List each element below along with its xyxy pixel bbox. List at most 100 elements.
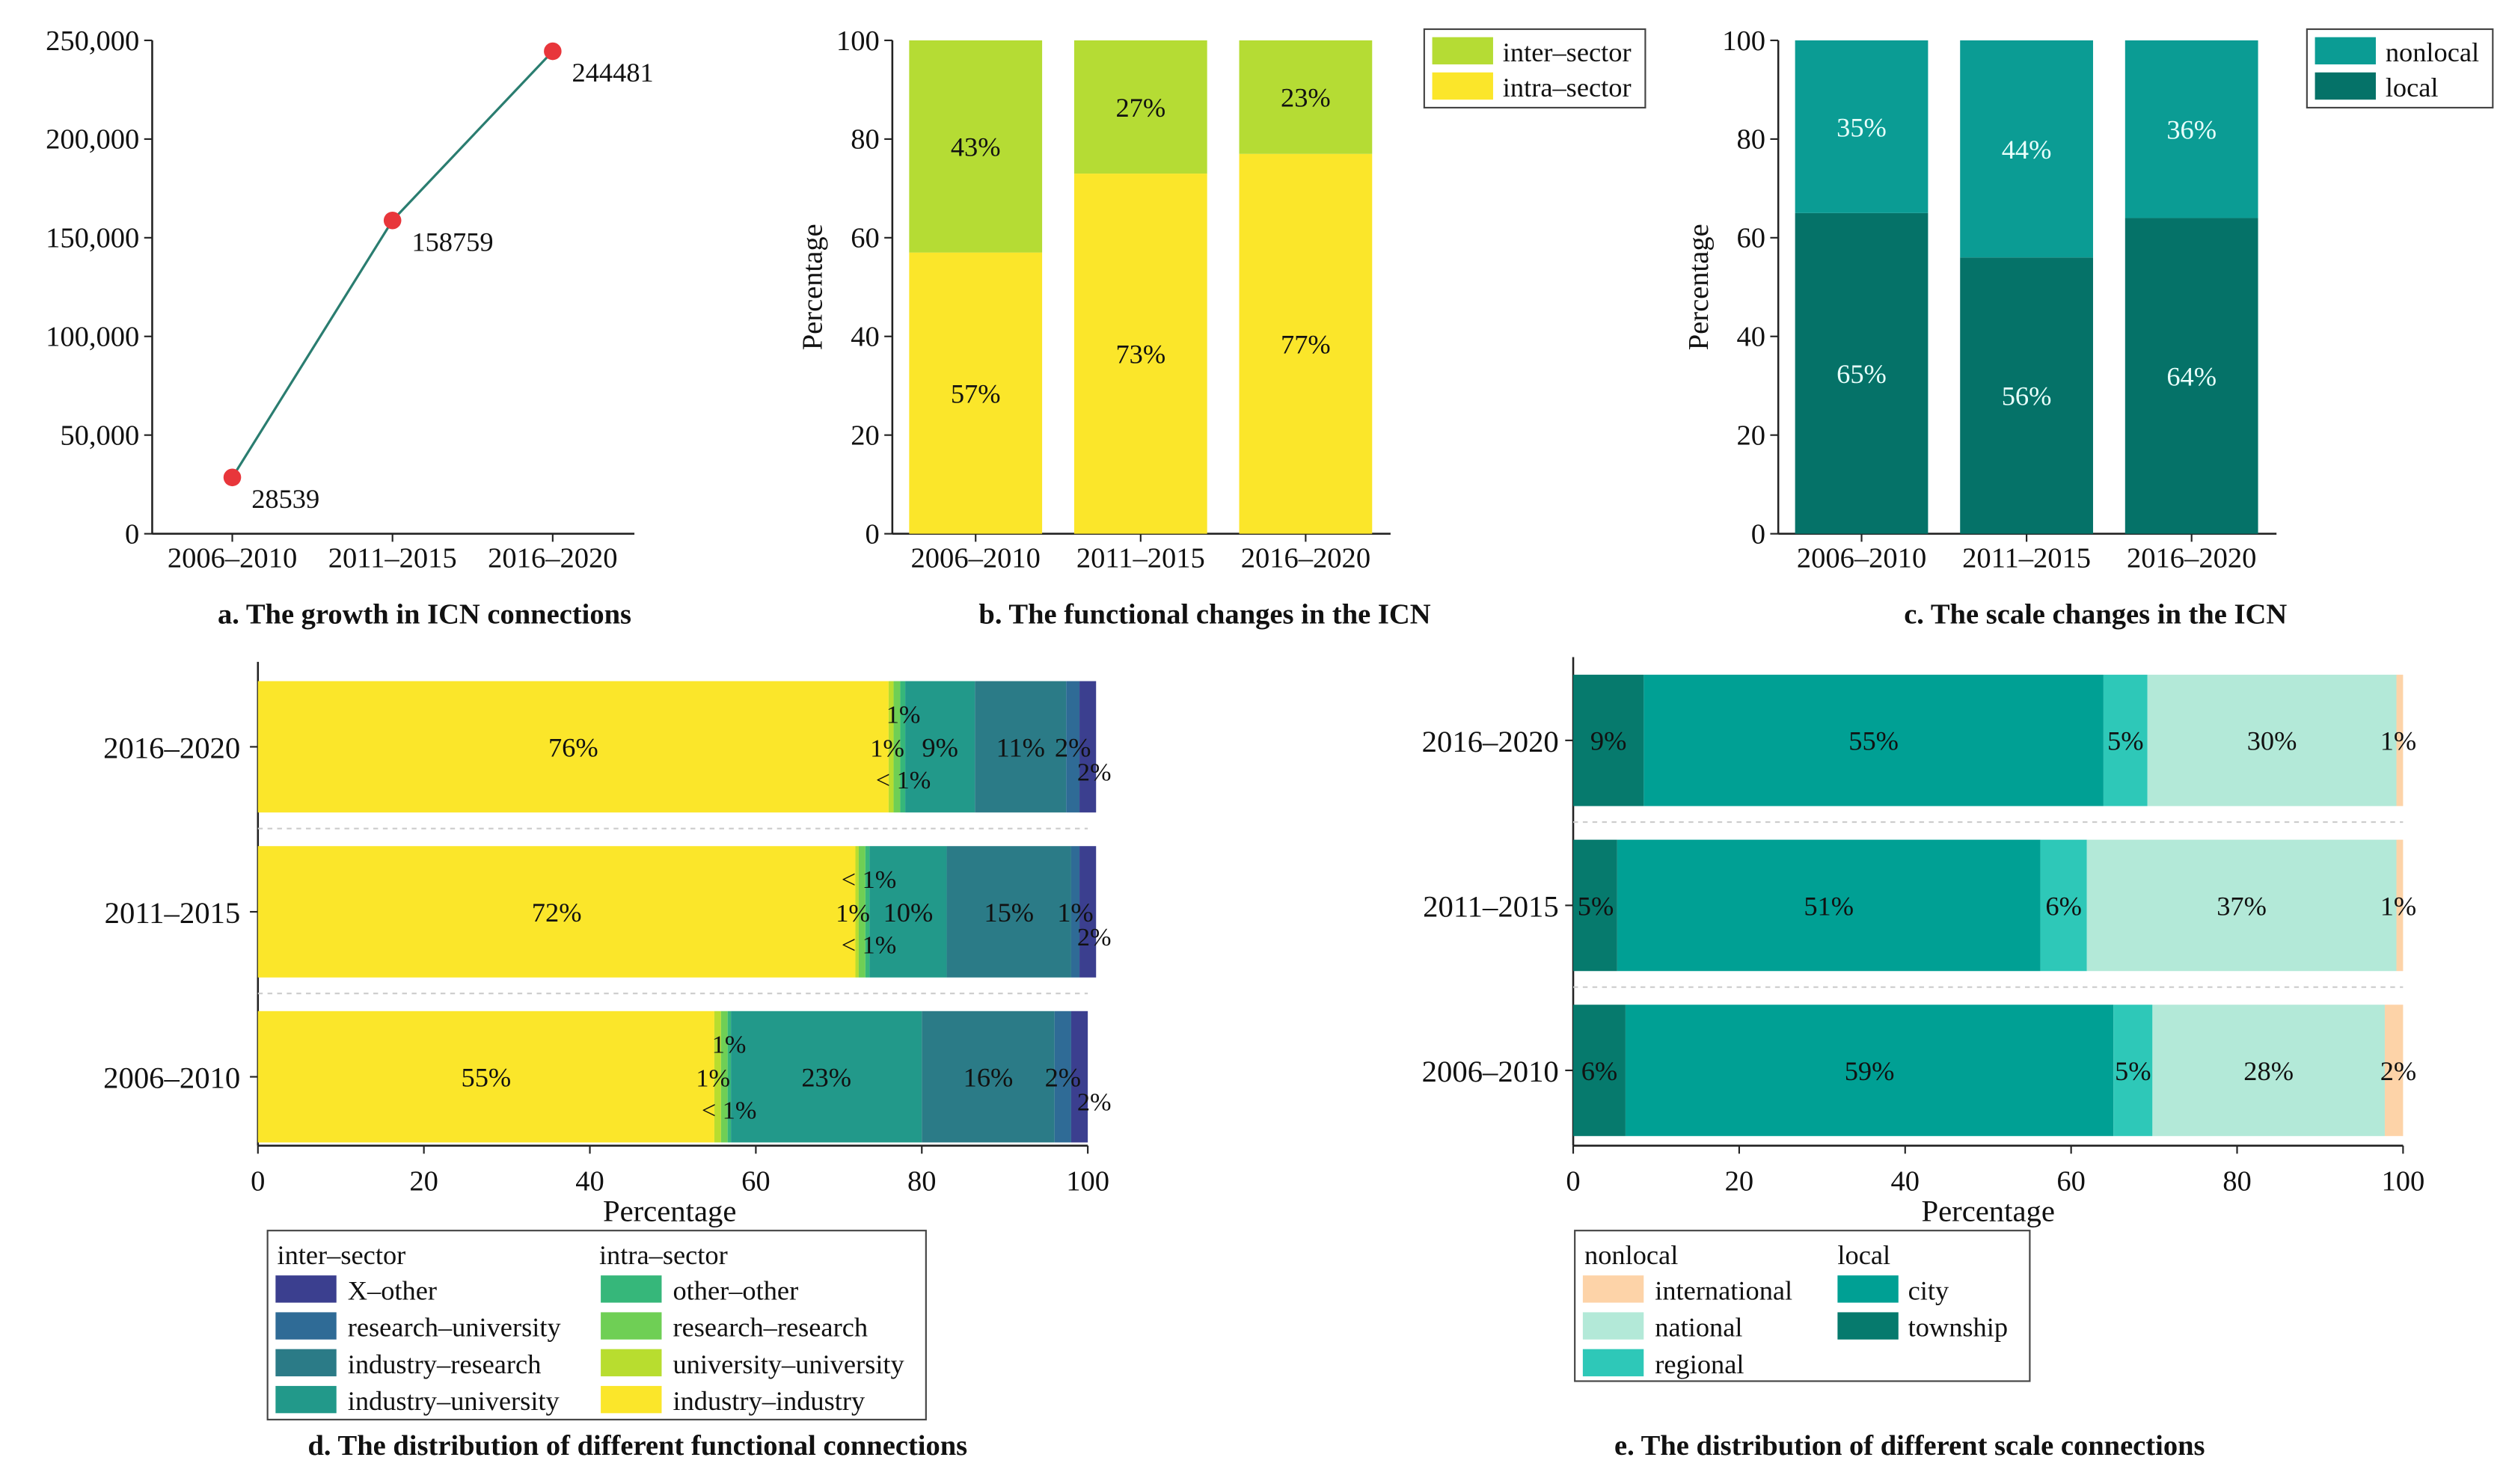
legend-label: research–research <box>673 1313 868 1343</box>
bar-label: 16% <box>964 1062 1014 1092</box>
bar-label: 6% <box>1581 1056 1618 1086</box>
bar-segment <box>1625 1005 2114 1136</box>
bar-label: 73% <box>1115 340 1165 370</box>
legend-swatch <box>1582 1349 1644 1377</box>
panel-b-plot: 0 20 40 60 80 100 Percentage 2006–2010 57% 43% 201… <box>797 25 1646 574</box>
panel-c-title: c. The scale changes in the ICN <box>1904 599 2287 631</box>
legend-box <box>266 1230 927 1420</box>
legend-swatch <box>601 1312 662 1340</box>
legend-group-title: intra–sector <box>599 1240 728 1270</box>
bar-segment <box>2040 839 2087 972</box>
y-tick-label: 80 <box>1736 124 1765 156</box>
panel-c: 0 20 40 60 80 100 Percentage 2006–2010 65% 35% 201… <box>1683 25 2494 631</box>
bar-segment <box>2125 40 2258 218</box>
bar-segment <box>2113 1005 2153 1136</box>
bar-label: 55% <box>1848 726 1899 756</box>
panel-a: 0 50,000 100,000 150,000 200,000 250,000 2006–… <box>46 25 654 631</box>
bar-segment <box>1795 212 1929 534</box>
panel-a-plot: 0 50,000 100,000 150,000 200,000 250,000 2006–… <box>46 25 654 574</box>
bar-label: 2% <box>1055 732 1091 762</box>
legend-swatch <box>1432 72 1493 100</box>
bar-segment <box>2384 1005 2404 1136</box>
bar-segment <box>1079 846 1097 978</box>
bar-segment <box>2396 839 2404 972</box>
x-tick-label: 2006–2010 <box>1797 543 1926 574</box>
x-tick-label: 2006–2010 <box>168 543 297 574</box>
bar-segment <box>714 1011 721 1143</box>
y-tick-label: 100 <box>836 25 880 57</box>
y-tick-label: 250,000 <box>46 25 139 57</box>
x-tick-label: 100 <box>1066 1166 1109 1198</box>
legend-label: local <box>2386 73 2439 102</box>
x-tick-label: 2016–2020 <box>2127 543 2256 574</box>
x-tick-label: 80 <box>2222 1166 2252 1198</box>
legend-swatch <box>1837 1312 1899 1340</box>
bar-label: 9% <box>922 732 958 762</box>
data-label: 28539 <box>251 484 319 514</box>
legend-label: nonlocal <box>2386 37 2479 67</box>
bar-label: 57% <box>951 378 1001 408</box>
y-tick-label: 100,000 <box>46 322 139 353</box>
bar-segment <box>858 846 866 978</box>
x-tick-label: 80 <box>907 1166 937 1198</box>
bar-label: 77% <box>1281 329 1331 359</box>
x-axis-title: Percentage <box>603 1194 736 1227</box>
x-tick-label: 20 <box>409 1166 438 1198</box>
x-tick-label: 0 <box>251 1166 265 1198</box>
bar-segment <box>909 40 1043 253</box>
bar-label: 2% <box>1045 1062 1082 1092</box>
bar-segment <box>1795 40 1929 213</box>
legend-label: inter–sector <box>1503 37 1632 67</box>
bar-label: 76% <box>548 732 598 762</box>
panel-c-plot: 0 20 40 60 80 100 Percentage 2006–2010 65% 35% 201… <box>1683 25 2494 574</box>
legend-swatch <box>275 1385 337 1414</box>
bar-label: 1% <box>712 1030 747 1058</box>
legend-label: international <box>1655 1275 1792 1305</box>
bar-label: 2% <box>1077 1088 1112 1117</box>
legend-swatch <box>275 1275 337 1303</box>
bar-segment <box>1073 174 1207 534</box>
bar-label: 15% <box>984 898 1034 927</box>
bar-label: 44% <box>2002 135 2052 165</box>
bar-label: 5% <box>1578 891 1614 921</box>
panel-e-plot: 0 20 40 60 80 100 Percentage 2016–2020 9% 55% 5% 30… <box>1422 657 2424 1382</box>
bar-label: 59% <box>1845 1056 1895 1086</box>
x-axis-title: Percentage <box>1921 1194 2054 1227</box>
y-tick-label: 20 <box>1736 420 1765 452</box>
legend-label: X–other <box>348 1275 437 1305</box>
panel-e-title: e. The distribution of different scale c… <box>1614 1430 2205 1462</box>
bar-segment <box>1573 839 1617 972</box>
bar-segment <box>2147 675 2397 806</box>
data-label: 158759 <box>411 227 493 257</box>
bar-label: 2% <box>1077 758 1112 786</box>
legend-swatch <box>1432 37 1493 65</box>
bar-label: 56% <box>2002 381 2052 411</box>
bar-segment <box>2103 675 2148 806</box>
bar-segment <box>257 1011 714 1143</box>
bar-label: < 1% <box>876 766 931 794</box>
bar-segment <box>1960 40 2093 258</box>
bar-label: 5% <box>2107 726 2144 756</box>
bar-segment <box>731 1011 922 1143</box>
bar-segment <box>1643 675 2104 806</box>
bar-segment <box>1070 1011 1088 1143</box>
bar-label: 28% <box>2243 1056 2294 1086</box>
legend-label: university–university <box>673 1349 904 1379</box>
y-tick-label: 100 <box>1722 25 1765 57</box>
x-tick-label: 60 <box>741 1166 771 1198</box>
bar-segment <box>1070 846 1080 978</box>
legend-group-title: local <box>1837 1240 1890 1270</box>
x-tick-label: 60 <box>2056 1166 2086 1198</box>
legend-swatch <box>275 1349 337 1377</box>
x-tick-label: 2011–2015 <box>1076 543 1205 574</box>
bar-label: 1% <box>886 700 921 729</box>
bar-segment <box>257 846 856 978</box>
panel-a-title: a. The growth in ICN connections <box>218 599 631 631</box>
bar-label: 51% <box>1804 891 1854 921</box>
bar-segment <box>869 846 947 978</box>
bar-segment <box>1066 681 1080 813</box>
bar-label: 10% <box>883 898 934 927</box>
panel-d-title: d. The distribution of different functio… <box>308 1430 968 1462</box>
bar-label: 36% <box>2166 115 2217 145</box>
